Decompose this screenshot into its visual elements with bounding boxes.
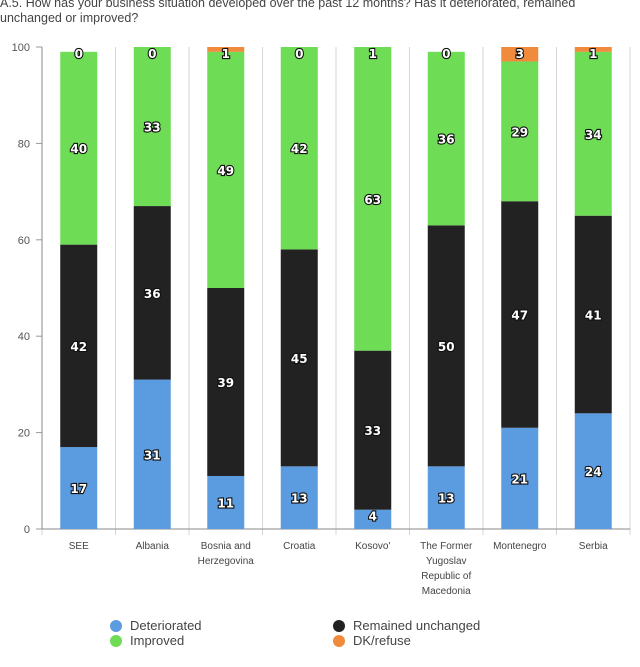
bar-segment	[207, 47, 245, 52]
data-label: 21	[511, 472, 528, 486]
y-tick-label: 80	[18, 138, 30, 150]
bar-segment	[133, 206, 171, 380]
bar-segment	[133, 379, 171, 529]
data-label: 24	[585, 465, 602, 479]
data-label: 49	[217, 164, 234, 178]
data-label: 3	[516, 47, 524, 61]
data-label: 36	[144, 287, 161, 301]
data-label: 63	[364, 193, 381, 207]
data-label: 1	[369, 47, 377, 61]
data-label: 42	[291, 142, 308, 156]
data-label: 47	[511, 309, 528, 323]
y-tick-label: 0	[24, 524, 30, 536]
bar-segment	[427, 225, 465, 467]
data-label: 42	[70, 340, 87, 354]
data-label: 29	[511, 125, 528, 139]
bar-segment	[574, 215, 612, 414]
legend-label: DK/refuse	[353, 633, 411, 648]
y-tick-label: 100	[12, 42, 30, 54]
x-category-label: Macedonia	[422, 586, 471, 597]
legend-item-improved[interactable]: Improved	[110, 633, 184, 648]
data-label: 33	[364, 424, 381, 438]
bar-segment	[574, 51, 612, 216]
x-category-label: Republic of	[421, 571, 471, 582]
legend-label: Remained unchanged	[353, 618, 481, 633]
data-label: 0	[442, 47, 450, 61]
x-category-label: Croatia	[283, 541, 316, 552]
bar-segment	[354, 509, 392, 529]
data-label: 33	[144, 121, 161, 135]
bar-segment	[574, 413, 612, 529]
legend-label: Deteriorated	[130, 618, 202, 633]
bar-segment	[427, 466, 465, 529]
legend-label: Improved	[130, 633, 185, 648]
data-label: 4	[369, 510, 377, 524]
data-label: 40	[70, 142, 87, 156]
legend-swatch-deteriorated	[110, 619, 122, 632]
bar-segment	[133, 47, 171, 207]
chart-title: A.5. How has your business situation dev…	[0, 0, 579, 25]
bar-segment	[207, 288, 245, 476]
x-category-label: Serbia	[579, 541, 608, 552]
y-tick-label: 60	[18, 235, 30, 247]
data-label: 1	[222, 47, 230, 61]
data-label: 17	[70, 482, 87, 496]
bar-segment	[207, 475, 245, 529]
y-tick-label: 40	[18, 331, 30, 343]
x-category-label: The Former	[420, 541, 473, 552]
y-tick-label: 20	[18, 428, 30, 440]
data-label: 50	[438, 340, 455, 354]
stacked-bar-chart: 0204060801001742400SEE3136330Albania1139…	[12, 42, 631, 597]
x-category-label: SEE	[69, 541, 89, 552]
x-category-label: Montenegro	[493, 541, 547, 552]
x-category-label: Yugoslav	[426, 556, 467, 567]
data-label: 1	[589, 47, 597, 61]
bar-segment	[501, 47, 539, 62]
bar-segment	[60, 244, 98, 448]
bar-segment	[60, 447, 98, 529]
data-label: 13	[291, 492, 308, 506]
bar-segment	[501, 201, 539, 428]
bar-segment	[574, 47, 612, 52]
x-category-label: Kosovo'	[355, 541, 390, 552]
data-label: 0	[295, 47, 303, 61]
x-category-label: Bosnia and	[201, 541, 251, 552]
data-label: 45	[291, 352, 308, 366]
bar-segment	[280, 47, 318, 250]
data-label: 41	[585, 309, 602, 323]
legend-swatch-dk-refuse	[333, 634, 345, 647]
bar-segment	[60, 51, 98, 245]
bar-segment	[354, 350, 392, 510]
legend-item-deteriorated[interactable]: Deteriorated	[110, 618, 202, 633]
bar-segment	[280, 249, 318, 467]
bar-segment	[501, 427, 539, 529]
data-label: 39	[217, 376, 234, 390]
data-label: 31	[144, 448, 161, 462]
data-label: 0	[75, 47, 83, 61]
legend-item-dk-refuse[interactable]: DK/refuse	[333, 633, 411, 648]
legend-swatch-remained-unchanged	[333, 619, 345, 632]
legend-item-remained-unchanged[interactable]: Remained unchanged	[333, 618, 480, 633]
bar-segment	[427, 51, 465, 226]
data-label: 34	[585, 128, 602, 142]
data-label: 36	[438, 133, 455, 147]
legend-swatch-improved	[110, 634, 122, 647]
x-category-label: Albania	[136, 541, 170, 552]
x-category-label: Herzegovina	[198, 556, 255, 567]
bar-segment	[207, 51, 245, 288]
bar-segment	[354, 47, 392, 351]
data-label: 11	[217, 496, 234, 510]
data-label: 0	[148, 47, 156, 61]
legend: Deteriorated Improved Remained unchanged…	[0, 616, 640, 656]
data-label: 13	[438, 492, 455, 506]
bar-segment	[501, 61, 539, 202]
bar-segment	[280, 466, 318, 529]
